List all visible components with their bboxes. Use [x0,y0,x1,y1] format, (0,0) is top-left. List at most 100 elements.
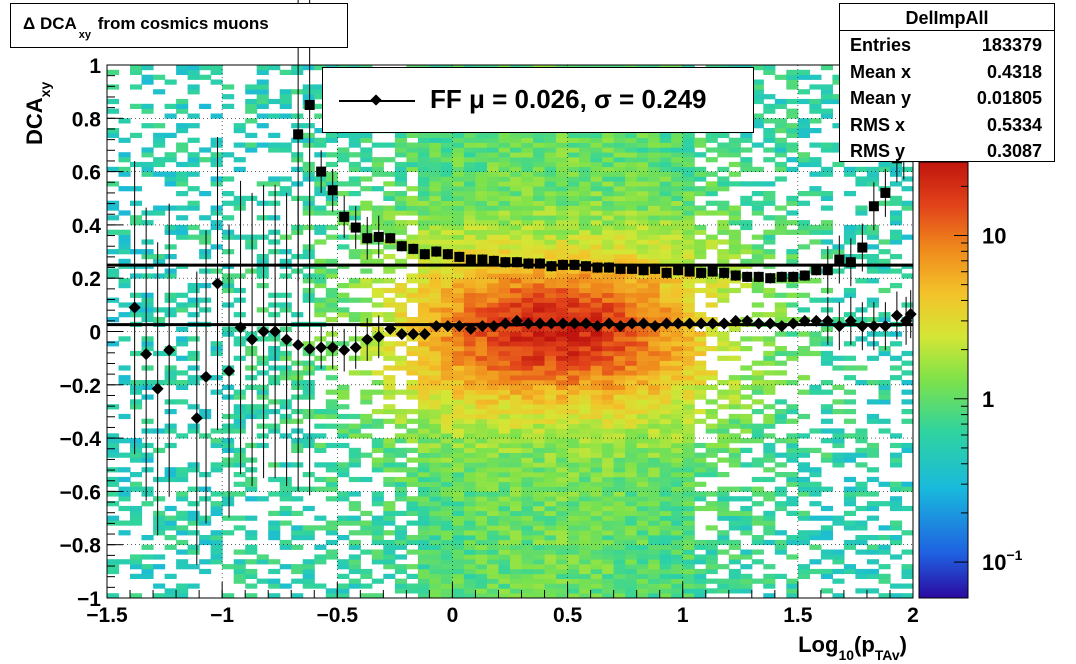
mean-point [269,325,282,338]
heat-cell [613,404,626,410]
heat-cell [533,476,546,483]
heat-cell [832,297,845,303]
heat-cell [487,486,500,492]
heat-cell [406,510,419,516]
heat-cell [694,418,707,424]
heat-cell [440,384,453,390]
heat-cell [302,525,315,531]
heat-cell [291,157,304,163]
heat-cell [544,186,557,192]
heat-cell [809,341,822,347]
heat-cell [625,578,638,584]
heat-cell [613,191,626,197]
mean-point [603,317,616,330]
heat-cell [452,283,465,289]
heat-cell [705,210,718,216]
heat-cell [429,399,442,405]
heat-cell [602,137,615,143]
heat-cell [786,501,799,507]
heat-cell [648,559,661,565]
heat-cell [774,418,787,424]
heat-cell [256,234,269,240]
heat-cell [475,166,488,172]
heat-cell [475,278,488,284]
heat-cell [533,234,546,240]
heat-cell [383,539,396,546]
heat-cell [682,220,695,226]
heat-cell [153,137,166,143]
heat-cell [625,423,638,429]
heat-cell [279,370,292,376]
heat-cell [659,496,672,502]
heat-cell [118,559,131,565]
heat-cell [394,191,407,197]
heat-cell [176,384,189,390]
heat-cell [222,273,235,279]
heat-cell [291,578,304,584]
heat-cell [671,341,684,347]
heat-cell [533,283,546,289]
heat-cell [452,486,465,492]
heat-cell [302,254,315,260]
heat-cell [694,539,707,546]
heat-cell [452,505,465,512]
heat-cell [544,157,557,163]
heat-cell [533,510,546,516]
heat-cell [291,312,304,318]
heat-cell [659,249,672,255]
heat-cell [521,273,534,279]
heat-cell [521,176,534,182]
heat-cell [463,447,476,453]
heat-cell [417,384,430,390]
heat-cell [337,389,350,395]
heat-cell [774,161,787,168]
heat-cell [383,515,396,521]
heat-cell [636,593,649,598]
heat-cell [648,287,661,294]
heat-cell [521,132,534,138]
heat-cell [268,350,281,357]
heat-cell [440,157,453,163]
heat-cell [544,496,557,502]
heat-cell [118,166,131,172]
heat-cell [866,176,879,182]
heat-cell [394,360,407,366]
heat-cell [279,539,292,546]
heat-cell [648,186,661,192]
heat-cell [199,297,212,303]
heat-cell [659,195,672,201]
mean-point [163,344,176,357]
heat-cell [510,428,523,434]
heat-cell [383,331,396,337]
heat-cell [487,229,500,235]
heat-cell [602,457,615,463]
heat-cell [176,491,189,497]
heat-cell [417,428,430,434]
heat-cell [671,486,684,492]
heat-cell [774,98,787,105]
heat-cell [394,588,407,594]
heat-cell [360,297,373,303]
heat-cell [348,413,361,420]
heat-cell [371,535,384,541]
heat-cell [452,186,465,192]
heat-cell [463,593,476,598]
heat-cell [774,137,787,143]
heat-cell [406,433,419,439]
heat-cell [901,360,913,366]
heat-cell [774,224,787,231]
heat-cell [705,132,718,138]
heat-cell [751,476,764,483]
heat-cell [544,239,557,245]
heat-cell [256,123,269,129]
heat-cell [613,258,626,264]
heat-cell [636,525,649,531]
heat-cell [233,525,246,531]
heat-cell [452,234,465,240]
heat-cell [659,331,672,337]
heat-cell [510,568,523,575]
heat-cell [383,317,396,323]
heat-cell [636,360,649,366]
heat-cell [751,200,764,206]
mean-point [660,317,673,330]
